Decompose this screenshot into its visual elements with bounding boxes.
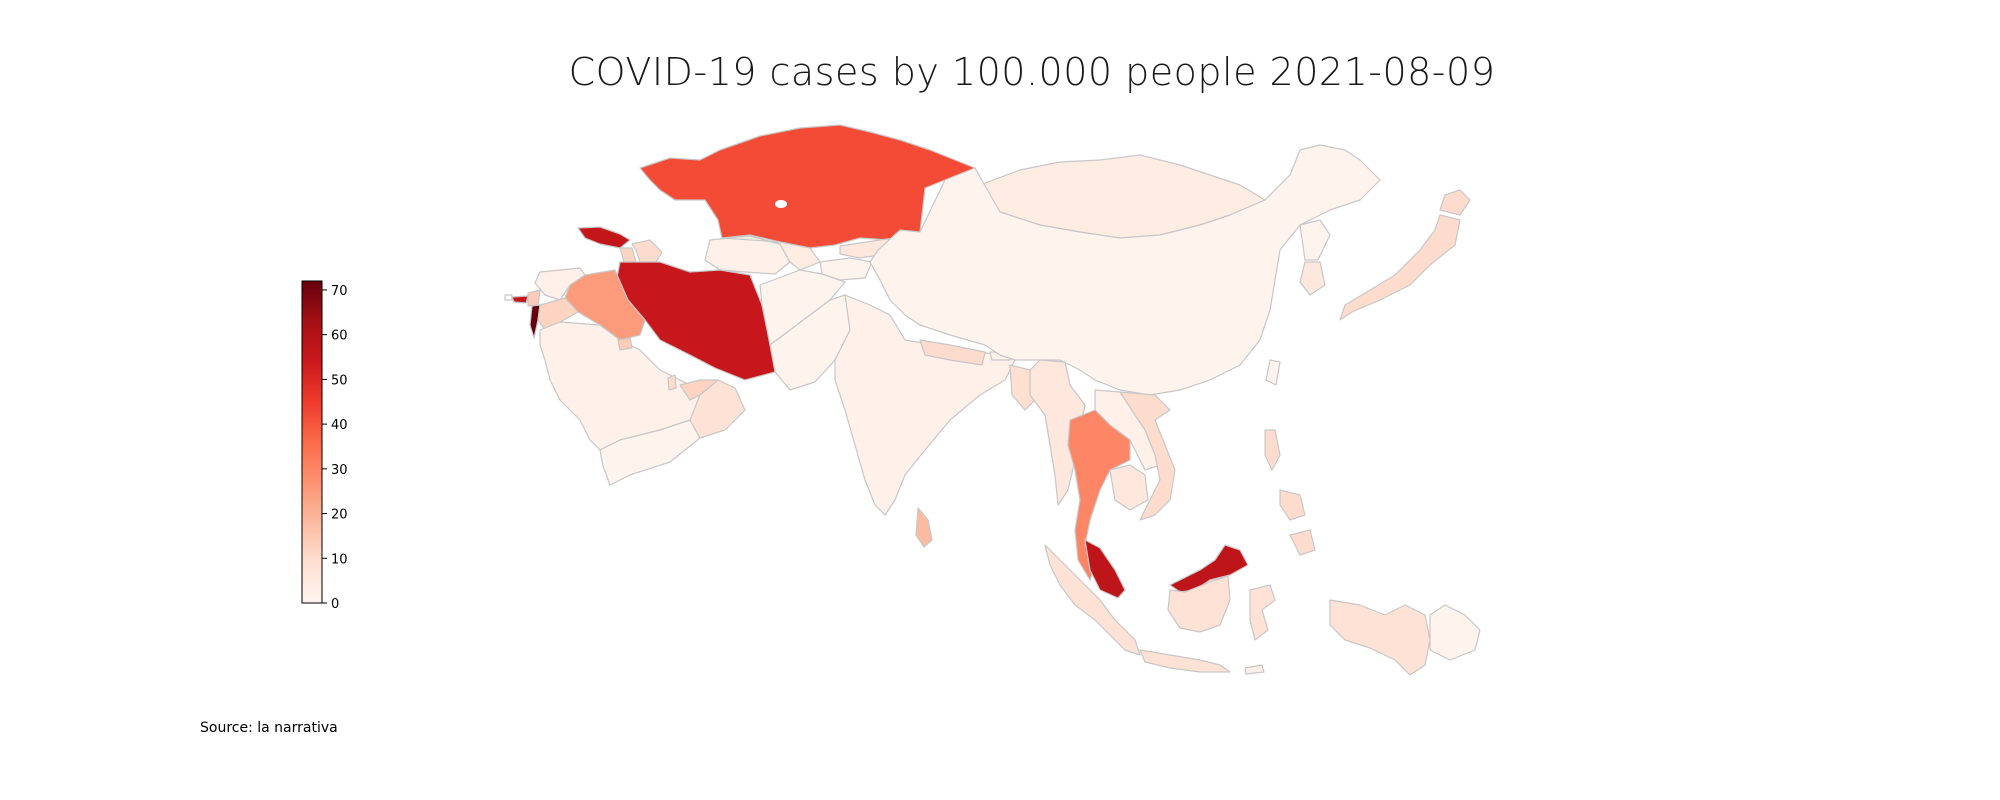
country-oman — [689, 379, 746, 439]
source-note: Source: la narrativa — [200, 720, 338, 736]
country-qatar — [667, 374, 677, 391]
country-nepal — [919, 339, 986, 366]
colorbar-tick-label: 50 — [331, 373, 348, 388]
country-indonesia — [1044, 544, 1431, 676]
colorbar-tick-label: 60 — [331, 329, 348, 344]
country-vietnam — [1119, 391, 1176, 521]
country-israel — [529, 304, 541, 339]
country-georgia — [577, 226, 631, 249]
colorbar-tick-label: 30 — [331, 463, 348, 478]
country-kuwait — [617, 337, 633, 351]
colorbar-tick-label: 20 — [331, 508, 348, 523]
country-thailand — [1067, 409, 1131, 581]
country-cambodia — [1109, 464, 1149, 511]
country-philippines — [1264, 429, 1316, 556]
colorbar-tick-label: 40 — [331, 418, 348, 433]
country-timor-leste — [1244, 664, 1265, 675]
country-syria — [534, 267, 586, 301]
country-sri-lanka — [915, 507, 933, 548]
country-no-data — [504, 294, 513, 301]
colorbar-gradient — [301, 280, 323, 604]
country-myanmar — [1029, 359, 1086, 506]
country-cyprus — [511, 295, 529, 304]
country-kazakhstan — [639, 124, 976, 249]
country-united-arab-emirates — [679, 379, 719, 401]
country-china — [869, 144, 1381, 396]
country-south-korea — [1299, 261, 1326, 296]
colorbar-tick-label: 0 — [331, 597, 339, 612]
country-taiwan — [1265, 359, 1281, 386]
lake-balkhash — [775, 200, 787, 208]
colorbar-tick-label: 70 — [331, 284, 348, 299]
country-yemen — [599, 419, 701, 486]
map-title: COVID-19 cases by 100.000 people 2021-08… — [568, 50, 1496, 94]
country-north-korea — [1299, 219, 1331, 261]
country-papua-new-guinea — [1429, 604, 1481, 661]
country-japan — [1339, 189, 1471, 321]
colorbar-tick-label: 10 — [331, 552, 348, 567]
